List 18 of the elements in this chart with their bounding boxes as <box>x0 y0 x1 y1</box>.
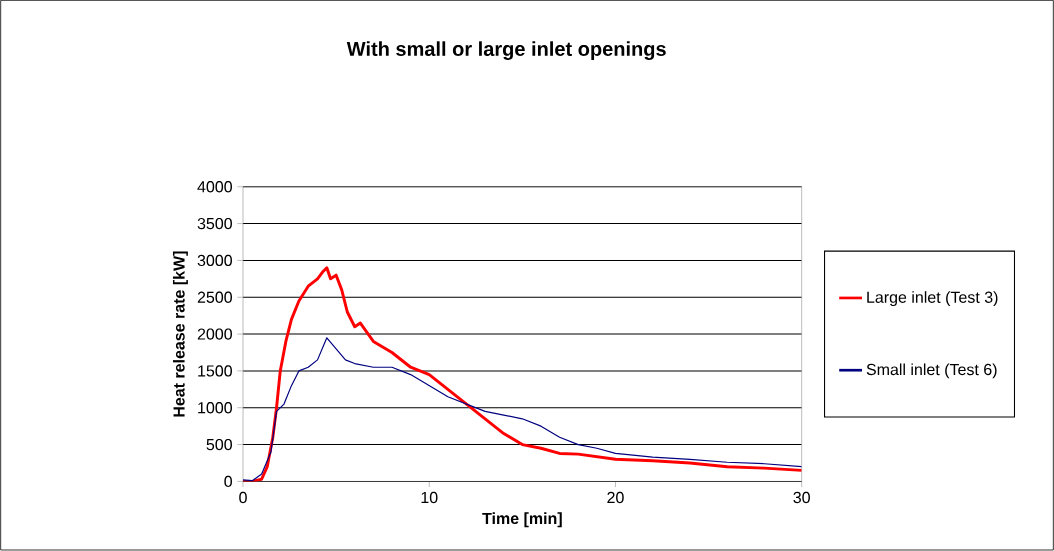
legend-label: Small inlet (Test 6) <box>866 363 997 379</box>
y-axis-title: Heat release rate [kW] <box>172 251 188 417</box>
y-tick-label: 2000 <box>197 328 232 340</box>
y-tick-label: 3000 <box>197 254 232 267</box>
y-tick-label: 2500 <box>197 291 232 304</box>
y-tick-label: 500 <box>206 439 232 451</box>
y-tick-label: 1500 <box>198 365 232 377</box>
x-tick-label: 0 <box>239 491 247 504</box>
y-tick-label: 0 <box>224 475 233 488</box>
legend-label: Large inlet (Test 3) <box>867 291 998 307</box>
x-tick-label: 30 <box>793 491 810 504</box>
x-axis-title: Time [min] <box>482 512 562 528</box>
y-tick-label: 1000 <box>198 402 232 414</box>
x-tick-label: 10 <box>421 491 438 504</box>
chart-title: With small or large inlet openings <box>346 41 666 61</box>
y-tick-label: 3500 <box>197 218 232 230</box>
x-tick-label: 20 <box>607 491 624 504</box>
y-tick-label: 4000 <box>197 181 232 193</box>
